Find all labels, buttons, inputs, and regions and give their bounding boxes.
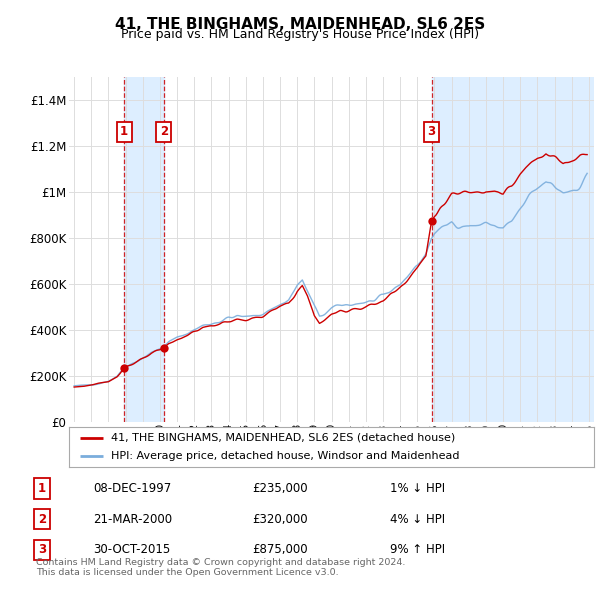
Text: 41, THE BINGHAMS, MAIDENHEAD, SL6 2ES: 41, THE BINGHAMS, MAIDENHEAD, SL6 2ES xyxy=(115,17,485,31)
Text: 41, THE BINGHAMS, MAIDENHEAD, SL6 2ES (detached house): 41, THE BINGHAMS, MAIDENHEAD, SL6 2ES (d… xyxy=(111,433,455,443)
Text: 1: 1 xyxy=(38,482,46,495)
Text: 21-MAR-2000: 21-MAR-2000 xyxy=(93,513,172,526)
Text: 08-DEC-1997: 08-DEC-1997 xyxy=(93,482,171,495)
Text: 3: 3 xyxy=(427,126,436,139)
Text: 2: 2 xyxy=(38,513,46,526)
Text: Price paid vs. HM Land Registry's House Price Index (HPI): Price paid vs. HM Land Registry's House … xyxy=(121,28,479,41)
Text: 1: 1 xyxy=(120,126,128,139)
Text: HPI: Average price, detached house, Windsor and Maidenhead: HPI: Average price, detached house, Wind… xyxy=(111,451,460,461)
Text: 4% ↓ HPI: 4% ↓ HPI xyxy=(390,513,445,526)
Text: £320,000: £320,000 xyxy=(252,513,308,526)
Text: 3: 3 xyxy=(38,543,46,556)
Text: 30-OCT-2015: 30-OCT-2015 xyxy=(93,543,170,556)
Text: 1% ↓ HPI: 1% ↓ HPI xyxy=(390,482,445,495)
Bar xyxy=(124,77,164,422)
Text: Contains HM Land Registry data © Crown copyright and database right 2024.
This d: Contains HM Land Registry data © Crown c… xyxy=(36,558,406,577)
Text: 2: 2 xyxy=(160,126,168,139)
Text: £235,000: £235,000 xyxy=(252,482,308,495)
Text: 9% ↑ HPI: 9% ↑ HPI xyxy=(390,543,445,556)
Bar xyxy=(431,77,594,422)
Text: £875,000: £875,000 xyxy=(252,543,308,556)
